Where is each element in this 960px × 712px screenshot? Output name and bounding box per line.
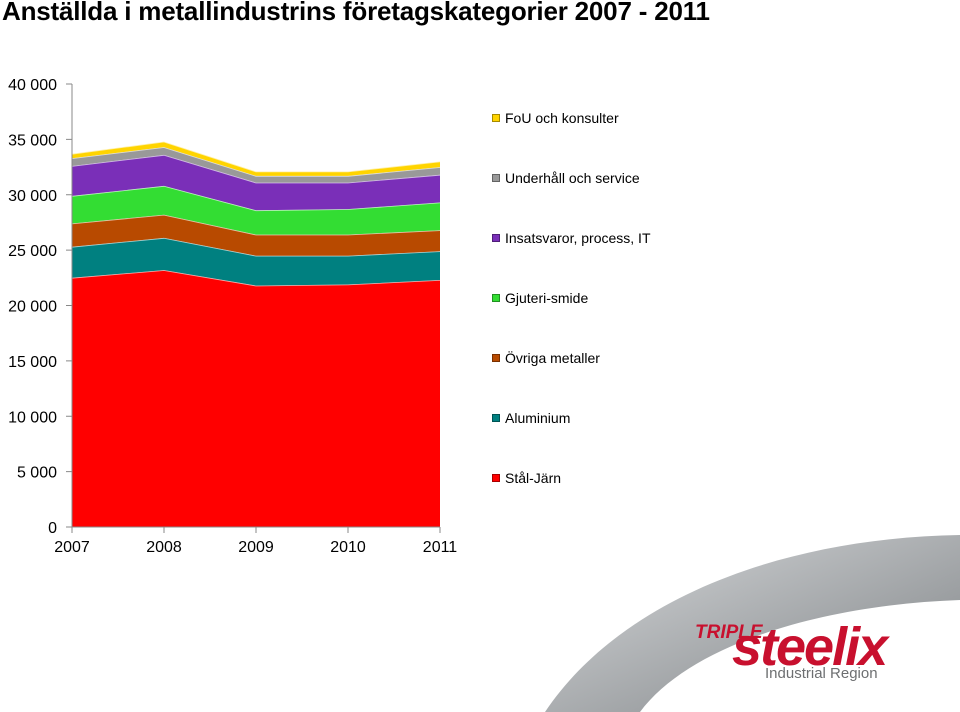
decorative-arc: [545, 535, 960, 712]
legend-label: Stål-Järn: [505, 470, 562, 486]
x-tick-label: 2009: [238, 539, 274, 556]
y-tick-label: 30 000: [8, 188, 57, 205]
y-tick-label: 35 000: [8, 132, 57, 149]
triple-steelix-logo: TRIPLE steelix Industrial Region: [695, 617, 892, 682]
y-tick-label: 25 000: [8, 243, 57, 260]
x-tick-label: 2007: [54, 539, 90, 556]
axes-group: 0 5 000 10 000 15 000 20 000 25 000 30 000 35 0…: [8, 77, 457, 556]
y-tick-label: 40 000: [8, 77, 57, 94]
legend-label: Gjuteri-smide: [505, 290, 589, 306]
y-tick-label: 15 000: [8, 354, 57, 371]
legend-swatch: [492, 174, 500, 182]
legend-label: Övriga metaller: [505, 350, 600, 366]
area-aluminium: [72, 237, 440, 286]
y-tick-label: 10 000: [8, 409, 57, 426]
y-tick-label: 20 000: [8, 299, 57, 316]
x-tick-label: 2008: [146, 539, 182, 556]
legend-label: Insatsvaror, process, IT: [505, 230, 651, 246]
chart-title: Anställda i metallindustrins företagskat…: [2, 0, 710, 26]
area-gjuteri-smide: [72, 185, 440, 235]
y-tick-label: 0: [48, 520, 57, 537]
legend-swatch: [492, 114, 500, 122]
area-edge-fou-och-konsulter: [71, 140, 441, 173]
legend-label: Underhåll och service: [505, 170, 640, 186]
legend-swatch: [492, 474, 500, 482]
legend-swatch: [492, 294, 500, 302]
decorative-arc-shape: [545, 535, 960, 712]
logo-triple-text: TRIPLE: [695, 622, 764, 643]
legend-swatch: [492, 234, 500, 242]
area-stal-jarn: [72, 270, 440, 527]
y-tick-label: 5 000: [17, 465, 57, 482]
legend-label: Aluminium: [505, 410, 571, 426]
area-series-group: [71, 140, 441, 527]
x-tick-label: 2011: [423, 539, 458, 556]
legend-swatch: [492, 354, 500, 362]
x-tick-label: 2010: [330, 539, 366, 556]
logo-steelix-text: steelix: [732, 617, 890, 677]
legend-label: FoU och konsulter: [505, 110, 619, 126]
legend-swatch: [492, 414, 500, 422]
logo-subtitle-text: Industrial Region: [765, 665, 878, 682]
